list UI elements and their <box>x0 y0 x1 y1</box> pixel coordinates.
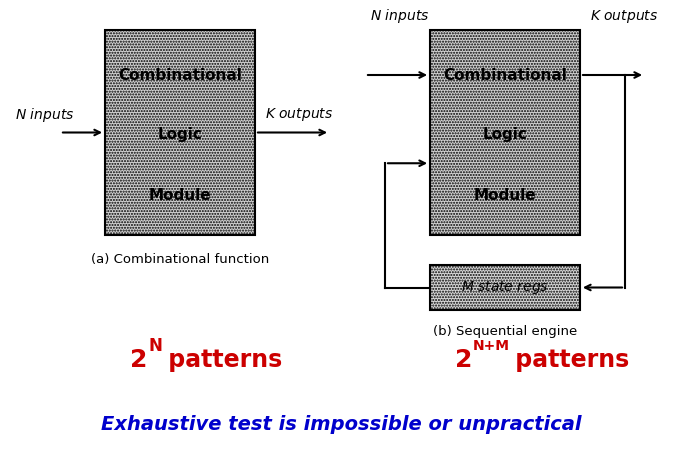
Bar <box>430 265 580 310</box>
Text: 2: 2 <box>455 348 473 372</box>
Text: Combinational: Combinational <box>443 68 567 83</box>
Text: Logic: Logic <box>483 128 527 143</box>
Text: Combinational: Combinational <box>118 68 242 83</box>
Text: $K$ outputs: $K$ outputs <box>265 106 333 123</box>
Text: $N$ inputs: $N$ inputs <box>370 7 430 25</box>
Text: $K$ outputs: $K$ outputs <box>590 8 658 25</box>
Text: N: N <box>148 337 162 355</box>
Text: patterns: patterns <box>160 348 282 372</box>
Text: $M$ state regs: $M$ state regs <box>461 279 549 296</box>
Text: $N$ inputs: $N$ inputs <box>15 106 74 124</box>
Text: Module: Module <box>474 188 536 202</box>
Text: (b) Sequential engine: (b) Sequential engine <box>433 326 577 339</box>
Text: patterns: patterns <box>507 348 629 372</box>
Bar <box>105 30 255 235</box>
Text: N+M: N+M <box>473 339 510 353</box>
Text: Exhaustive test is impossible or unpractical: Exhaustive test is impossible or unpract… <box>101 415 581 434</box>
Text: Logic: Logic <box>158 128 203 143</box>
Text: 2: 2 <box>130 348 147 372</box>
Bar <box>430 30 580 235</box>
Text: Module: Module <box>149 188 211 202</box>
Text: (a) Combinational function: (a) Combinational function <box>91 253 269 267</box>
